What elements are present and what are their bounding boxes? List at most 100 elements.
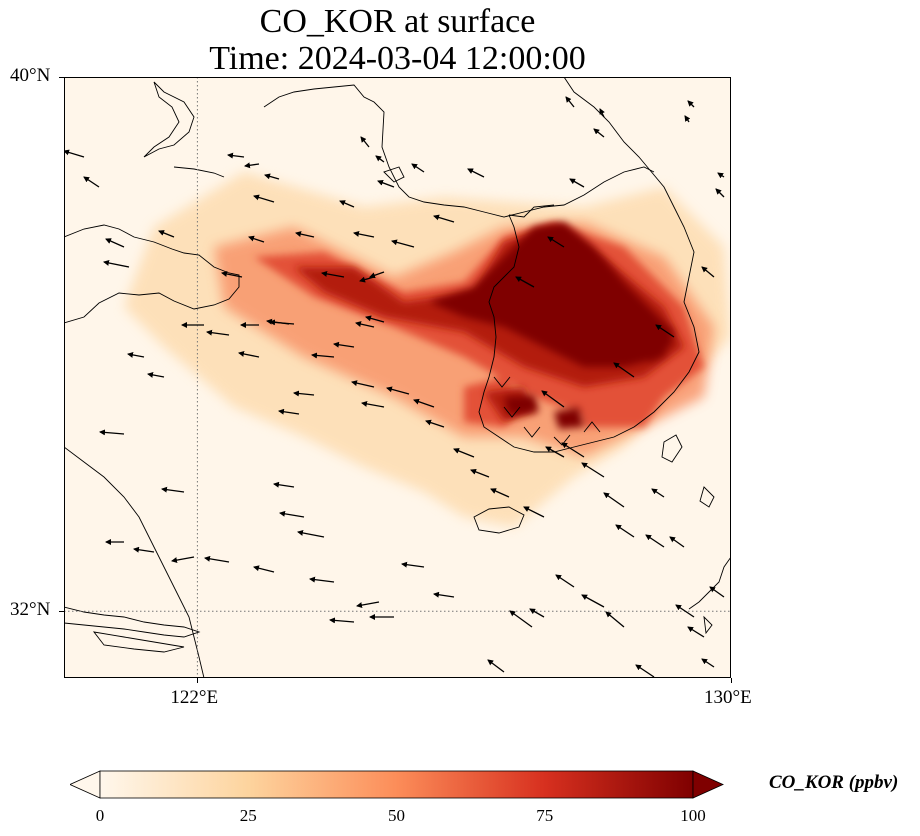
- wind-arrow: [221, 271, 243, 278]
- wind-arrow: [105, 238, 125, 248]
- wind-arrow: [309, 576, 335, 583]
- wind-arrow: [133, 546, 155, 553]
- colorbar-high-extension: [692, 770, 724, 799]
- colorbar-gradient: [99, 770, 694, 799]
- wind-arrow: [161, 486, 185, 493]
- wind-arrow: [593, 128, 605, 138]
- wind-arrow: [555, 574, 575, 588]
- wind-arrow: [297, 529, 325, 538]
- wind-arrow: [523, 506, 545, 518]
- lat-tick-mark-32n: [59, 611, 64, 613]
- colorbar-title: CO_KOR (ppbv): [769, 772, 899, 793]
- wind-arrow: [339, 200, 355, 208]
- co-concentration-field: [124, 172, 731, 527]
- wind-arrow: [206, 329, 230, 336]
- wind-arrow: [353, 231, 375, 238]
- wind-arrow: [487, 659, 505, 673]
- lat-tick-label-40n: 40°N: [10, 65, 51, 86]
- wind-arrow: [293, 390, 315, 397]
- wind-arrow: [605, 611, 625, 628]
- wind-arrow: [490, 488, 510, 498]
- lon-tick-label-130e: 130°E: [704, 687, 752, 708]
- lon-tick-mark-122e: [197, 678, 199, 683]
- map-frame: [64, 77, 731, 678]
- wind-arrow: [365, 315, 385, 323]
- wind-arrow: [355, 321, 375, 328]
- wind-arrow: [321, 270, 345, 278]
- wind-arrow: [83, 176, 100, 188]
- wind-arrow: [369, 271, 385, 279]
- wind-arrow: [509, 610, 533, 628]
- wind-arrow: [264, 173, 280, 180]
- wind-arrow: [561, 442, 585, 458]
- wind-arrow: [701, 658, 715, 668]
- lat-tick-mark-40n: [59, 77, 64, 78]
- wind-arrow: [603, 492, 625, 508]
- wind-arrow: [581, 462, 605, 478]
- wind-arrow: [279, 510, 305, 518]
- colorbar-tick-label: 25: [239, 806, 257, 825]
- wind-arrow: [453, 448, 475, 458]
- wind-arrow: [386, 386, 410, 395]
- wind-arrow: [635, 664, 655, 678]
- wind-arrow: [709, 586, 725, 598]
- wind-arrow: [103, 260, 130, 268]
- wind-arrow: [248, 235, 265, 243]
- wind-arrow: [684, 115, 691, 123]
- wind-arrow: [541, 390, 565, 408]
- wind-arrow: [715, 188, 725, 198]
- wind-arrow: [470, 469, 490, 478]
- wind-arrow: [529, 608, 545, 618]
- wind-arrow: [569, 178, 585, 188]
- wind-arrow: [329, 617, 355, 624]
- wind-arrow: [687, 100, 695, 108]
- wind-arrow: [356, 601, 380, 609]
- lon-tick-label-122e: 122°E: [170, 687, 219, 708]
- wind-arrow: [675, 604, 695, 618]
- colorbar-tick-label: 0: [95, 806, 105, 825]
- lat-tick-label-32n: 32°N: [10, 599, 51, 621]
- wind-arrow: [401, 561, 425, 568]
- map-title-line-2: Time: 2024-03-04 12:00:00: [209, 40, 586, 77]
- wind-arrow: [467, 168, 485, 178]
- wind-arrow: [651, 488, 665, 498]
- wind-arrow: [613, 362, 635, 378]
- lon-tick-mark-130e: [731, 678, 732, 683]
- map-gridlines: [64, 77, 731, 678]
- wind-arrow: [581, 594, 605, 608]
- wind-arrow: [64, 149, 85, 158]
- wind-arrow: [377, 179, 395, 188]
- wind-arrow: [717, 172, 725, 179]
- wind-arrow: [599, 108, 605, 118]
- map-panel: [64, 77, 731, 678]
- wind-arrow: [147, 371, 165, 378]
- wind-arrow: [547, 236, 565, 248]
- wind-arrow: [433, 214, 455, 223]
- colorbar-low-extension: [70, 770, 101, 799]
- colorbar: [70, 770, 724, 799]
- wind-arrow: [645, 534, 665, 548]
- wind-arrow: [253, 194, 275, 203]
- wind-vectors: [64, 96, 725, 678]
- wind-arrow: [278, 408, 300, 415]
- wind-arrow: [655, 324, 675, 338]
- coastlines: [64, 77, 731, 678]
- wind-arrow: [253, 565, 275, 573]
- wind-arrow: [238, 351, 260, 358]
- wind-arrow: [311, 352, 335, 359]
- wind-arrow: [273, 481, 295, 488]
- wind-arrow: [351, 380, 375, 388]
- wind-arrow: [360, 136, 370, 148]
- wind-arrow: [669, 536, 685, 548]
- map-plot: [64, 77, 731, 678]
- wind-arrow: [375, 155, 385, 163]
- wind-arrow: [413, 398, 435, 408]
- wind-arrow: [361, 400, 385, 408]
- wind-arrow: [295, 231, 315, 238]
- wind-arrow: [545, 446, 565, 458]
- wind-arrow: [615, 524, 635, 538]
- wind-arrow: [171, 556, 195, 564]
- map-title-line-1: CO_KOR at surface: [259, 3, 536, 40]
- wind-arrow: [391, 239, 415, 248]
- wind-arrow: [515, 276, 535, 288]
